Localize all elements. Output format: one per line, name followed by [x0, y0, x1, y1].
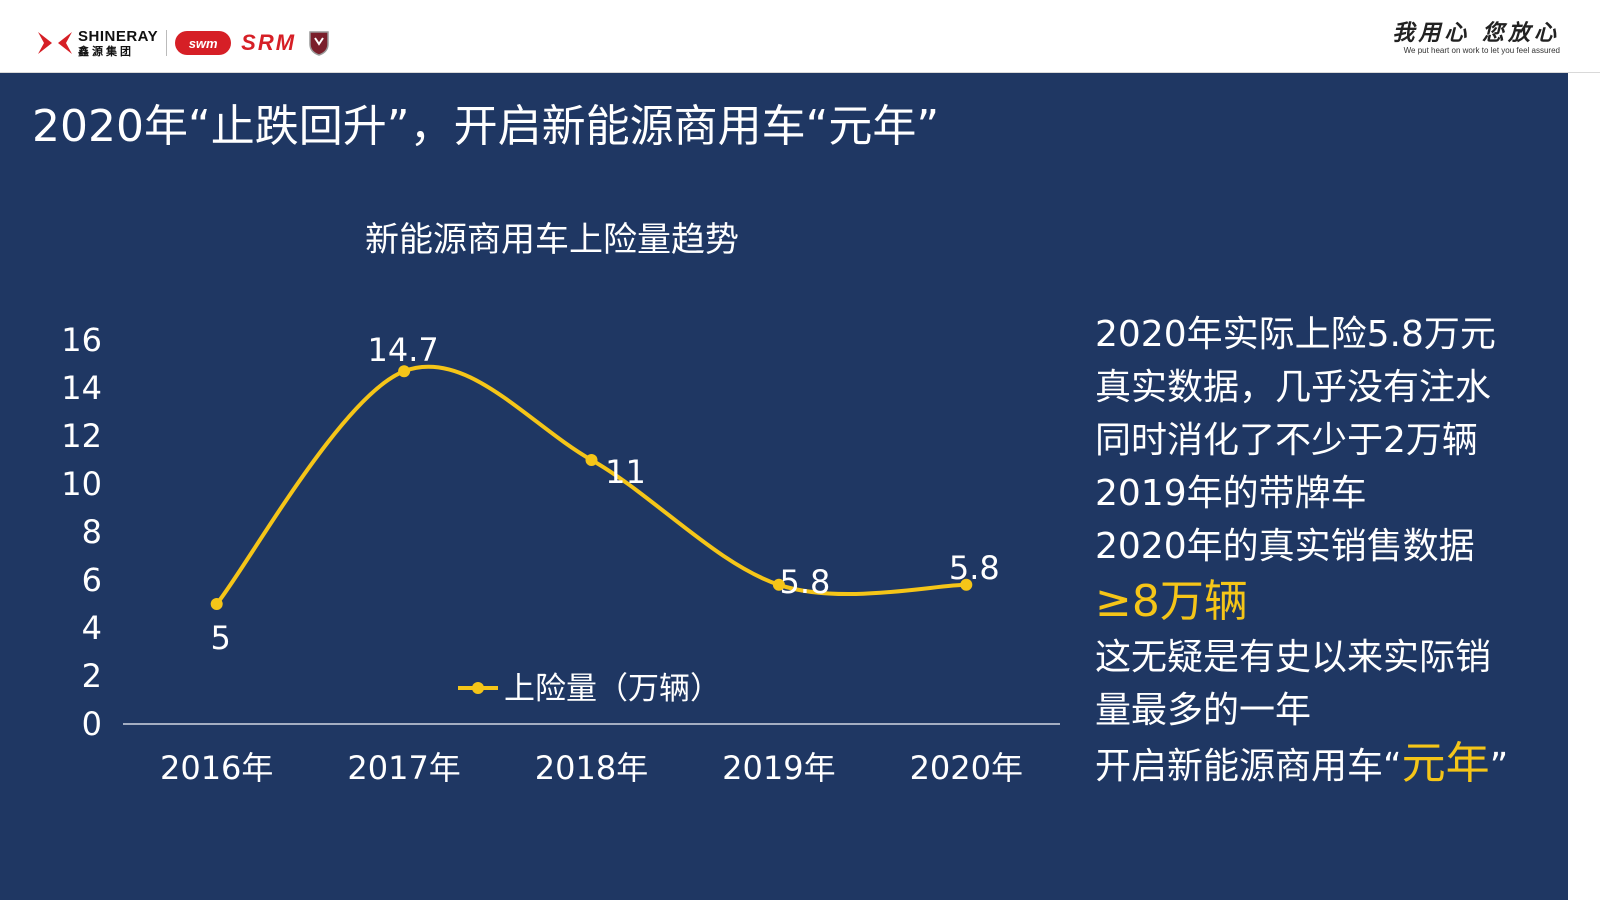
logo-divider	[166, 30, 168, 56]
commentary-last-accent: 元年	[1401, 738, 1490, 789]
data-point-2	[585, 454, 598, 466]
content-panel	[0, 73, 1568, 900]
slogan: 我用心 您放心 We put heart on work to let you …	[1360, 22, 1560, 55]
data-label-2: 11	[605, 453, 646, 491]
commentary-line-4: 2019年的带牌车	[1095, 473, 1367, 514]
commentary-line-1: 2020年实际上险5.8万元	[1095, 314, 1496, 355]
commentary-line-3: 同时消化了不少于2万辆	[1095, 420, 1478, 461]
header-bar: SHINERAY 鑫源集团 swm SRM 我用心 您放心 We put hea…	[0, 0, 1600, 73]
swm-logo: swm	[175, 31, 232, 55]
series-line-insured	[214, 364, 969, 606]
x-tick-label-0: 2016年	[160, 749, 273, 787]
commentary-line-5: 2020年的真实销售数据	[1095, 526, 1475, 567]
data-label-0: 5	[211, 619, 231, 657]
y-tick-label-6: 12	[61, 417, 102, 455]
y-tick-label-5: 10	[61, 465, 102, 503]
legend-label: 上险量（万辆）	[504, 671, 721, 707]
commentary-last-suffix: ”	[1489, 746, 1509, 787]
srm-logo: SRM	[241, 30, 297, 55]
data-point-1	[398, 365, 411, 378]
y-tick-label-1: 2	[82, 657, 102, 695]
page-title: 2020年“止跌回升”，开启新能源商用车“元年”	[32, 101, 940, 152]
y-tick-label-3: 6	[82, 561, 102, 599]
data-point-4	[960, 578, 973, 591]
slogan-cn: 我用心 您放心	[1392, 20, 1560, 46]
x-tick-label-1: 2017年	[347, 749, 460, 787]
commentary-highlight: ≥8万辆	[1095, 576, 1248, 627]
data-label-4: 5.8	[949, 549, 1000, 587]
shineray-logo-icon	[38, 32, 72, 54]
data-label-1: 14.7	[367, 331, 438, 369]
shineray-brand-text: SHINERAY 鑫源集团	[78, 29, 158, 57]
y-tick-label-7: 14	[61, 369, 102, 407]
brand-cn: 鑫源集团	[78, 45, 134, 58]
chart-title: 新能源商用车上险量趋势	[365, 220, 739, 260]
commentary-line-7: 量最多的一年	[1095, 690, 1312, 731]
legend-marker	[472, 682, 484, 694]
commentary-block: 2020年实际上险5.8万元 真实数据，几乎没有注水 同时消化了不少于2万辆 2…	[1095, 308, 1555, 793]
y-tick-label-8: 16	[61, 321, 102, 359]
x-tick-label-2: 2018年	[535, 749, 648, 787]
y-tick-label-4: 8	[82, 513, 102, 551]
commentary-line-6: 这无疑是有史以来实际销	[1095, 637, 1492, 678]
commentary-line-2: 真实数据，几乎没有注水	[1095, 367, 1492, 408]
data-point-3	[772, 578, 785, 591]
slogan-en: We put heart on work to let you feel ass…	[1403, 46, 1560, 55]
brand-logos: SHINERAY 鑫源集团 swm SRM	[36, 26, 330, 60]
y-tick-label-0: 0	[82, 705, 102, 743]
commentary-last-prefix: 开启新能源商用车“	[1095, 746, 1402, 787]
data-point-0	[210, 598, 223, 610]
commentary-line-last: 开启新能源商用车“元年”	[1095, 737, 1555, 793]
shield-logo-icon	[309, 31, 329, 56]
brand-en: SHINERAY	[78, 28, 159, 45]
data-label-3: 5.8	[779, 563, 830, 601]
y-tick-label-2: 4	[82, 609, 102, 647]
x-tick-label-4: 2020年	[910, 749, 1023, 787]
x-tick-label-3: 2019年	[722, 749, 835, 787]
